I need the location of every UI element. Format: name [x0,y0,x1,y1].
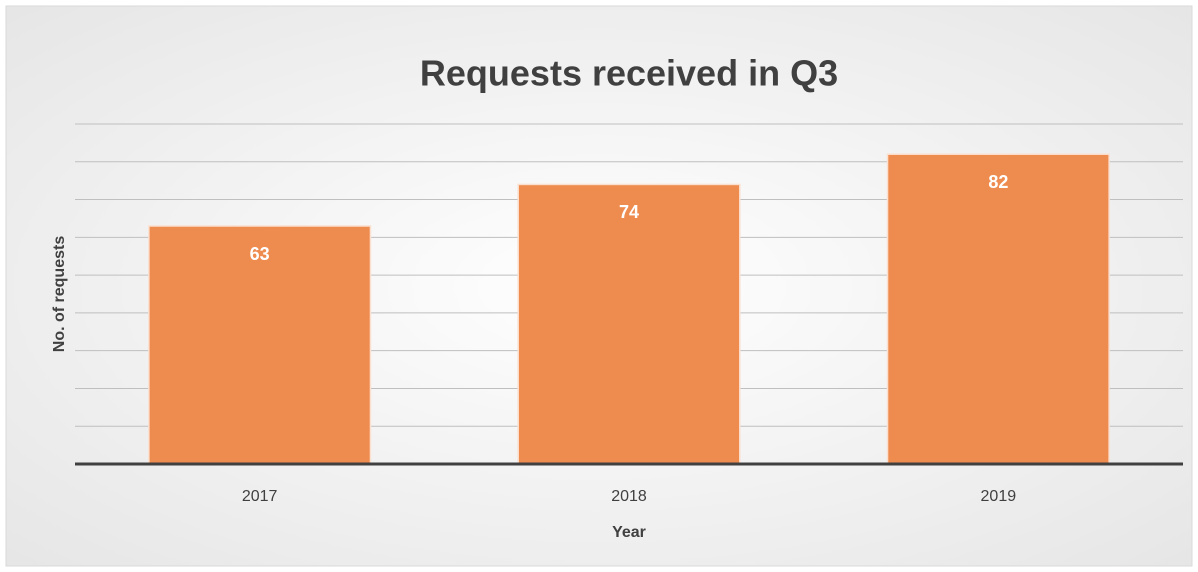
data-label: 63 [250,244,270,264]
x-tick-label: 2017 [242,488,278,505]
x-axis-label: Year [612,524,646,541]
bar [517,183,741,465]
data-label: 74 [619,202,639,222]
x-tick-label: 2019 [981,488,1017,505]
bar [148,225,372,465]
data-label: 82 [988,172,1008,192]
chart-title: Requests received in Q3 [420,53,838,94]
y-axis-label: No. of requests [51,236,68,353]
x-tick-label: 2018 [611,488,647,505]
bar [886,153,1110,465]
